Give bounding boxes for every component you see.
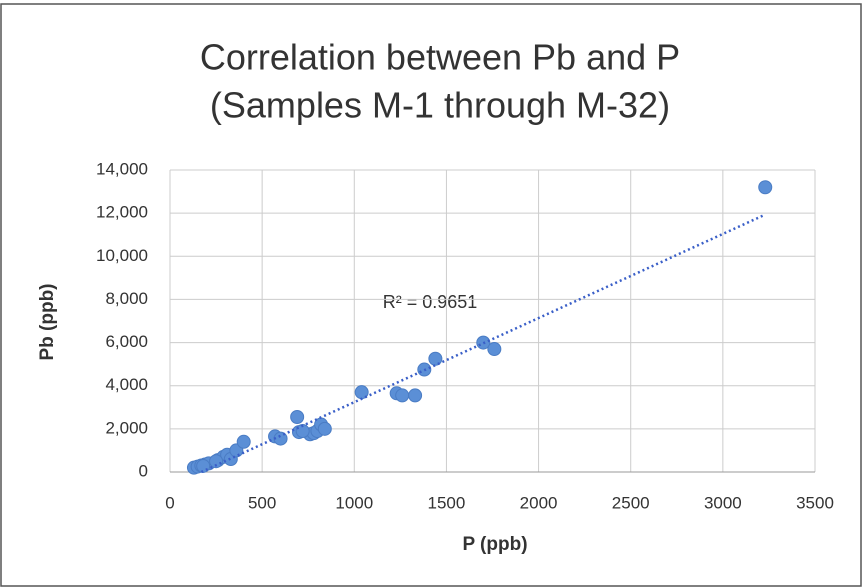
data-point — [209, 454, 224, 469]
data-point — [487, 342, 502, 357]
x-tick-label: 1500 — [428, 493, 466, 512]
x-tick-label: 2000 — [520, 493, 558, 512]
data-point — [290, 409, 305, 424]
x-tick-label: 3500 — [796, 493, 834, 512]
chart-border — [0, 3, 862, 587]
x-tick-label: 3000 — [704, 493, 742, 512]
y-tick-label: 6,000 — [105, 332, 148, 351]
y-tick-label: 14,000 — [96, 159, 148, 178]
r-squared-annotation: R² = 0.9651 — [383, 292, 478, 312]
x-tick-label: 1000 — [335, 493, 373, 512]
data-point — [758, 180, 773, 195]
y-tick-label: 8,000 — [105, 289, 148, 308]
data-point — [408, 388, 423, 403]
y-axis-label: Pb (ppb) — [37, 283, 58, 360]
y-tick-label: 10,000 — [96, 246, 148, 265]
data-point — [236, 434, 251, 449]
data-point — [196, 458, 211, 473]
data-point — [317, 421, 332, 436]
x-axis-label: P (ppb) — [462, 534, 527, 555]
chart-title: Correlation between Pb and P — [200, 37, 680, 78]
chart-subtitle: (Samples M-1 through M-32) — [210, 85, 670, 126]
y-tick-label: 2,000 — [105, 418, 148, 437]
x-tick-label: 500 — [248, 493, 276, 512]
x-tick-label: 0 — [165, 493, 174, 512]
y-tick-label: 0 — [139, 461, 148, 480]
trendline — [200, 213, 766, 474]
y-tick-label: 4,000 — [105, 375, 148, 394]
y-tick-label: 12,000 — [96, 203, 148, 222]
x-tick-label: 2500 — [612, 493, 650, 512]
data-point — [428, 351, 443, 366]
data-point — [395, 388, 410, 403]
